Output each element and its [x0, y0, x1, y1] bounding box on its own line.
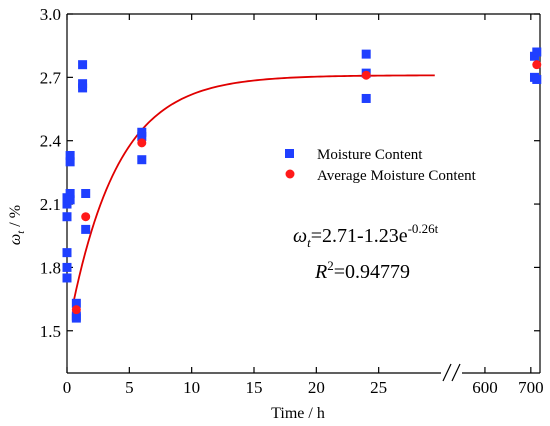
moisture-point — [65, 150, 75, 160]
x-tick-label: 700 — [518, 378, 544, 397]
average-point — [81, 212, 91, 222]
axis-break-marks — [442, 363, 461, 382]
x-tick-label: 600 — [472, 378, 498, 397]
y-tick-label: 1.8 — [40, 258, 61, 277]
moisture-point — [65, 195, 75, 205]
moisture-point — [78, 79, 88, 89]
x-tick-label: 20 — [308, 378, 325, 397]
x-axis-title: Time / h — [271, 405, 325, 422]
moisture-point — [137, 155, 147, 165]
y-axis-title: ωt / % — [7, 205, 27, 245]
moisture-point — [65, 189, 75, 198]
x-tick-label: 15 — [246, 378, 263, 397]
moisture-point — [81, 189, 91, 198]
legend-label-moisture: Moisture Content — [317, 147, 423, 163]
x-tick-label: 25 — [370, 378, 387, 397]
fit-equation: ωt=2.71-1.23e-0.26t — [293, 221, 439, 250]
y-tick-label: 1.5 — [40, 322, 61, 341]
moisture-point — [62, 273, 72, 283]
moisture-point — [532, 47, 542, 57]
moisture-point — [81, 224, 91, 234]
average-point — [71, 305, 81, 315]
legend: Moisture Content Average Moisture Conten… — [285, 147, 477, 184]
legend-marker-moisture — [285, 149, 294, 158]
moisture-point — [361, 93, 371, 103]
legend-label-average: Average Moisture Content — [317, 168, 477, 184]
y-tick-label: 3.0 — [40, 5, 61, 24]
x-tick-label: 5 — [125, 378, 134, 397]
average-point — [532, 60, 542, 70]
moisture-point — [62, 212, 72, 222]
moisture-point — [65, 157, 75, 167]
x-axis-ticks: 0 5 10 15 20 25 600 700 — [63, 14, 544, 397]
moisture-point — [532, 74, 542, 84]
x-tick-label: 0 — [63, 378, 72, 397]
moisture-point — [78, 60, 88, 70]
y-tick-label: 2.4 — [40, 132, 62, 151]
y-tick-label: 2.7 — [40, 68, 62, 87]
legend-marker-average — [285, 169, 295, 179]
fit-curve — [72, 74, 435, 304]
moisture-point — [62, 262, 72, 272]
moisture-point — [137, 127, 147, 137]
moisture-point — [62, 248, 72, 258]
r-squared-annotation: R2=0.94779 — [314, 258, 410, 283]
moisture-point — [71, 298, 81, 308]
moisture-point — [71, 311, 81, 321]
x-tick-label: 10 — [183, 378, 200, 397]
y-tick-label: 2.1 — [40, 195, 61, 214]
data-markers — [62, 47, 542, 323]
moisture-point — [361, 49, 371, 59]
average-point — [361, 70, 371, 80]
average-point — [137, 138, 147, 148]
